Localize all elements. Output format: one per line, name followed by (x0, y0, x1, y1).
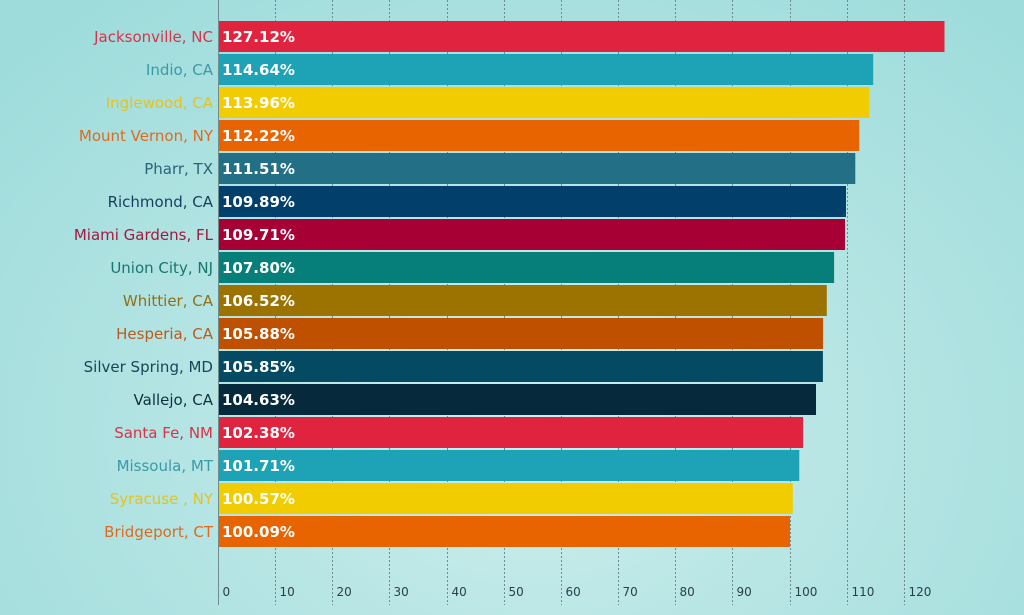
value-label: 104.63% (222, 391, 295, 409)
category-label: Indio, CA (146, 61, 214, 79)
category-label: Santa Fe, NM (114, 424, 213, 442)
value-label: 112.22% (222, 127, 295, 145)
bar (218, 21, 945, 52)
x-tick-label: 0 (223, 585, 231, 599)
bar (218, 417, 804, 448)
x-tick-label: 60 (566, 585, 581, 599)
x-tick-label: 20 (337, 585, 352, 599)
value-label: 114.64% (222, 61, 295, 79)
value-label: 101.71% (222, 457, 295, 475)
value-label: 105.88% (222, 325, 295, 343)
bar (218, 483, 793, 514)
category-label: Richmond, CA (108, 193, 214, 211)
category-label: Jacksonville, NC (93, 28, 213, 46)
value-label: 100.09% (222, 523, 295, 541)
bars (218, 21, 945, 547)
x-axis-ticks: 0 10 20 30 40 50 60 70 80 90 100 110 120 (223, 585, 932, 599)
category-label: Silver Spring, MD (84, 358, 213, 376)
category-label: Missoula, MT (117, 457, 214, 475)
bar (218, 219, 845, 250)
category-label: Mount Vernon, NY (79, 127, 214, 145)
bar (218, 384, 816, 415)
x-tick-label: 80 (680, 585, 695, 599)
x-tick-label: 50 (509, 585, 524, 599)
value-label: 109.89% (222, 193, 295, 211)
value-label: 113.96% (222, 94, 295, 112)
bar (218, 516, 790, 547)
x-tick-label: 30 (394, 585, 409, 599)
value-label: 111.51% (222, 160, 295, 178)
value-label: 102.38% (222, 424, 295, 442)
category-label: Inglewood, CA (106, 94, 214, 112)
x-tick-label: 40 (452, 585, 467, 599)
value-label: 100.57% (222, 490, 295, 508)
category-label: Hesperia, CA (116, 325, 214, 343)
x-tick-label: 120 (909, 585, 932, 599)
x-tick-label: 100 (795, 585, 818, 599)
category-labels: Jacksonville, NC Indio, CA Inglewood, CA Mo… (74, 28, 214, 541)
bar (218, 54, 874, 85)
bar (218, 120, 860, 151)
bar (218, 351, 823, 382)
value-label: 105.85% (222, 358, 295, 376)
bar (218, 285, 827, 316)
category-label: Pharr, TX (144, 160, 213, 178)
category-label: Bridgeport, CT (104, 523, 214, 541)
value-label: 106.52% (222, 292, 295, 310)
bar (218, 87, 870, 118)
bar (218, 252, 835, 283)
category-label: Miami Gardens, FL (74, 226, 214, 244)
x-tick-label: 70 (623, 585, 638, 599)
bar (218, 186, 846, 217)
x-tick-label: 10 (280, 585, 295, 599)
category-label: Union City, NJ (110, 259, 213, 277)
bar (218, 450, 800, 481)
value-label: 127.12% (222, 28, 295, 46)
value-labels: 127.12% 114.64% 113.96% 112.22% 111.51% 109.8… (222, 28, 295, 541)
value-label: 109.71% (222, 226, 295, 244)
x-tick-label: 110 (852, 585, 875, 599)
category-label: Whittier, CA (123, 292, 214, 310)
category-label: Vallejo, CA (134, 391, 214, 409)
bar (218, 153, 856, 184)
x-tick-label: 90 (737, 585, 752, 599)
category-label: Syracuse , NY (110, 490, 214, 508)
value-label: 107.80% (222, 259, 295, 277)
bar (218, 318, 824, 349)
